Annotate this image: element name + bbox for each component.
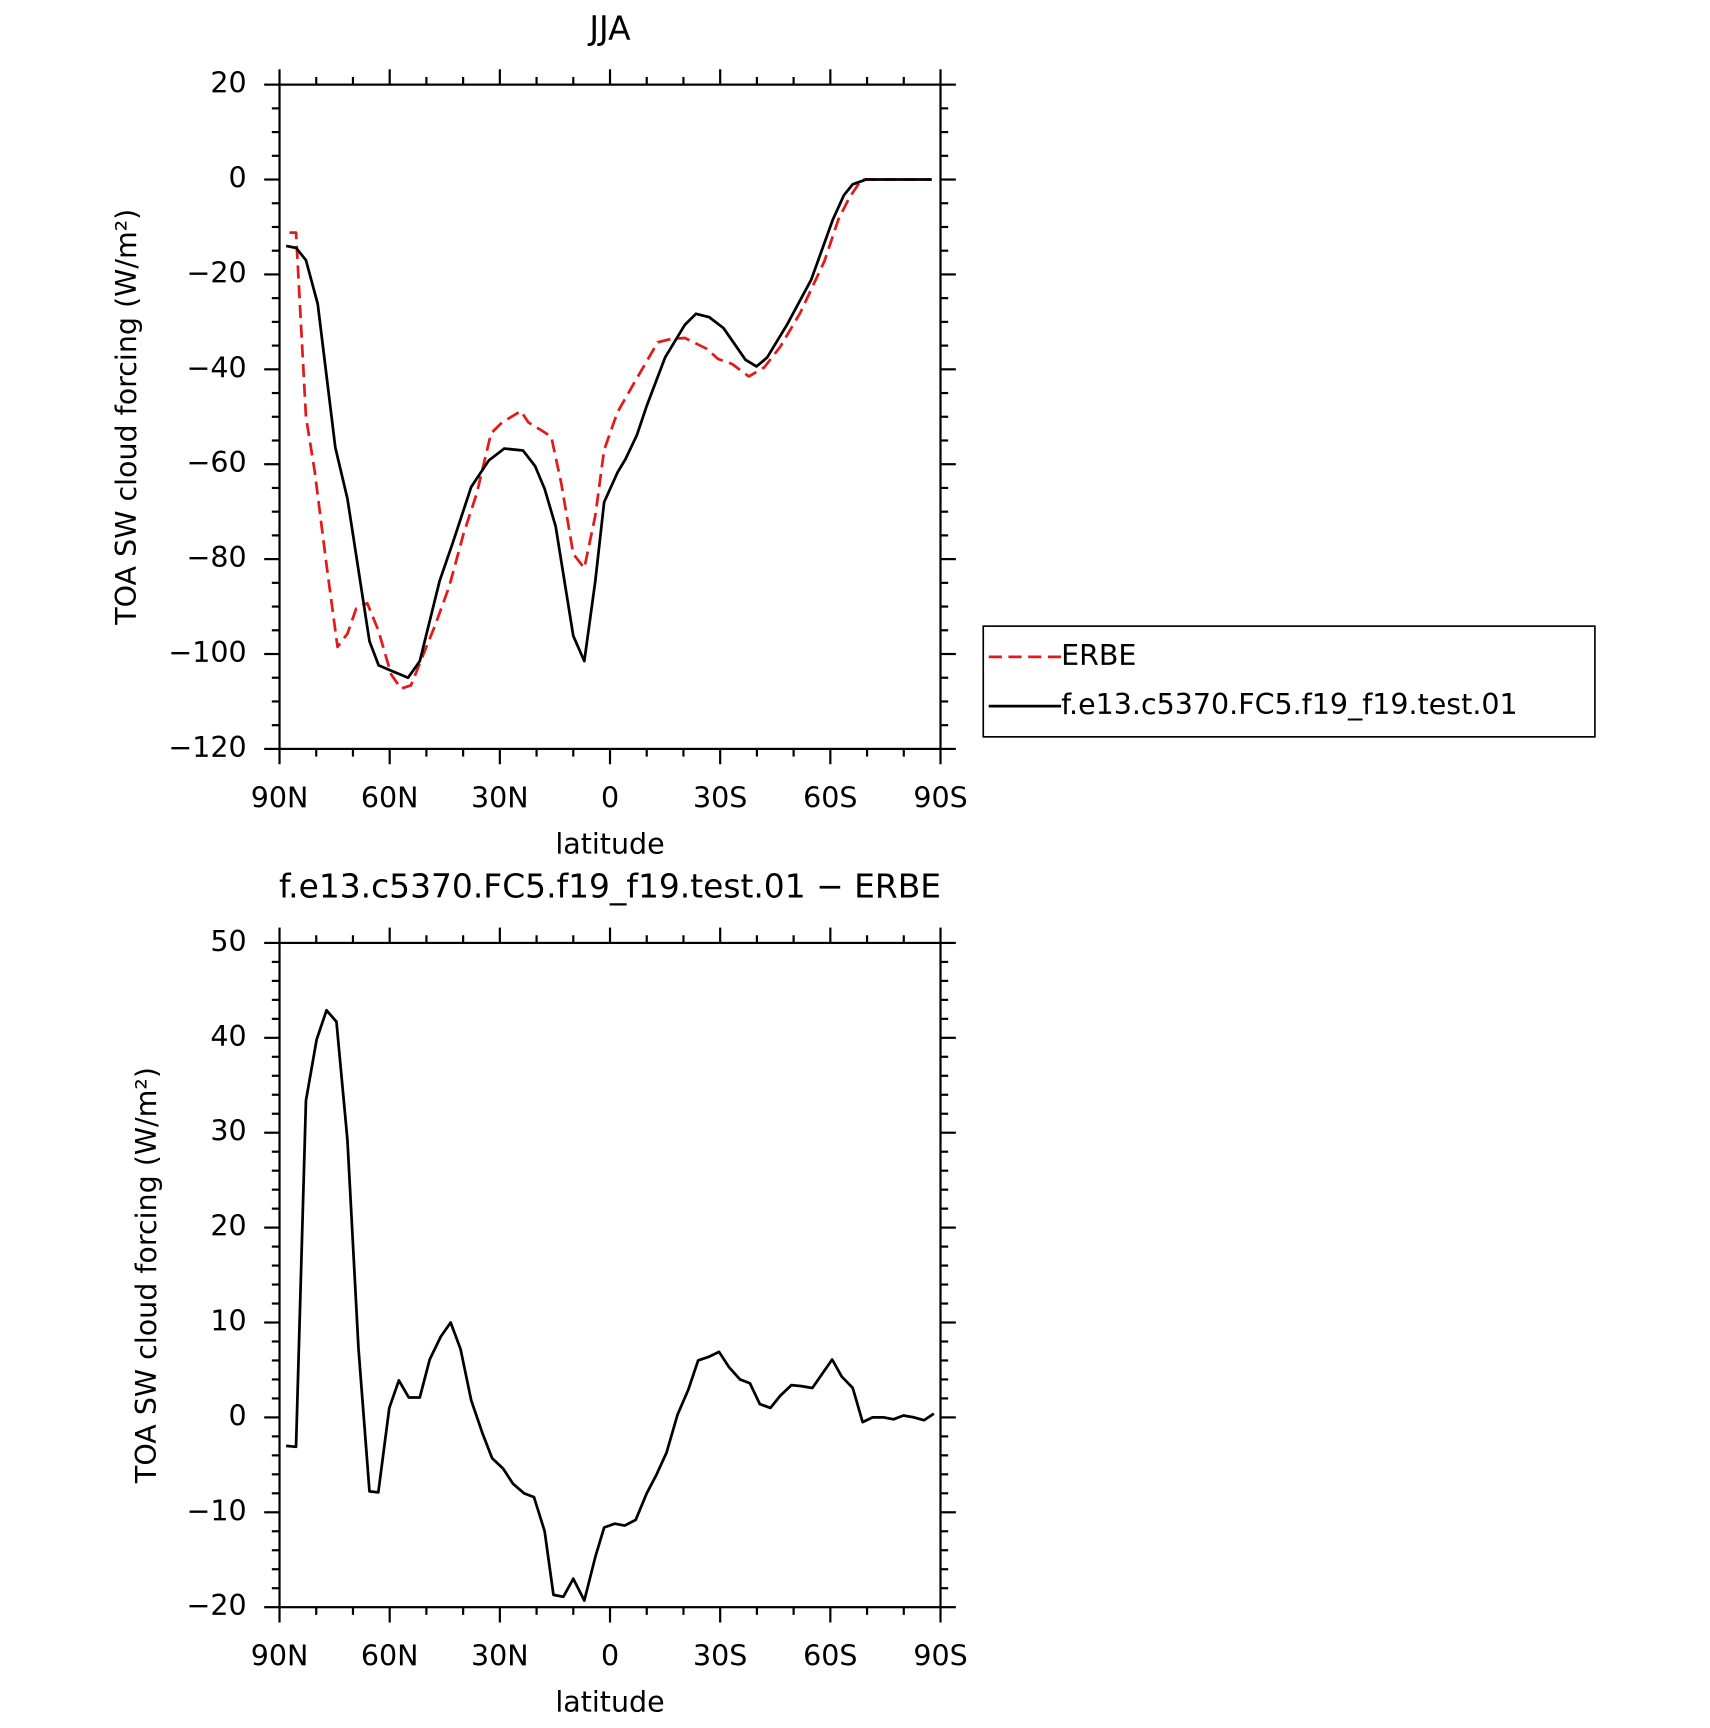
y-tick-label: 50 bbox=[210, 925, 246, 958]
x-tick-label: 60S bbox=[803, 1640, 857, 1673]
x-tick-label: 90S bbox=[913, 781, 967, 814]
y-tick-label: 40 bbox=[210, 1020, 246, 1053]
y-tick-label: 20 bbox=[210, 67, 246, 100]
data-line bbox=[289, 178, 932, 691]
x-tick-label: 30S bbox=[693, 1640, 747, 1673]
y-tick-label: −10 bbox=[186, 1494, 246, 1527]
y-tick-label: 30 bbox=[210, 1115, 246, 1148]
y-tick-label: −100 bbox=[168, 636, 246, 669]
y-tick-label: −120 bbox=[168, 731, 246, 764]
x-tick-label: 90N bbox=[251, 781, 309, 814]
y-tick-label: −20 bbox=[186, 1589, 246, 1622]
x-axis-label: latitude bbox=[555, 1686, 664, 1719]
y-axis-label: TOA SW cloud forcing (W/m²) bbox=[130, 1067, 163, 1484]
x-tick-label: 90N bbox=[251, 1640, 309, 1673]
chart-title: f.e13.c5370.FC5.f19_f19.test.01 − ERBE bbox=[279, 867, 941, 906]
x-tick-label: 30N bbox=[471, 781, 529, 814]
x-tick-label: 90S bbox=[913, 1640, 967, 1673]
x-tick-label: 30N bbox=[471, 1640, 529, 1673]
legend-label: ERBE bbox=[1061, 639, 1136, 672]
plot-frame bbox=[278, 83, 942, 751]
x-tick-label: 60N bbox=[361, 781, 419, 814]
x-tick-label: 30S bbox=[693, 781, 747, 814]
x-tick-label: 0 bbox=[601, 1640, 619, 1673]
y-tick-label: 20 bbox=[210, 1210, 246, 1243]
x-tick-label: 0 bbox=[601, 781, 619, 814]
y-tick-label: −80 bbox=[186, 541, 246, 574]
y-tick-label: 0 bbox=[228, 162, 246, 195]
plot-frame bbox=[278, 941, 942, 1609]
x-tick-label: 60S bbox=[803, 781, 857, 814]
data-line bbox=[285, 1008, 935, 1602]
y-tick-label: −20 bbox=[186, 256, 246, 289]
x-axis-label: latitude bbox=[555, 827, 664, 860]
x-tick-label: 60N bbox=[361, 1640, 419, 1673]
legend-box bbox=[982, 625, 1596, 738]
y-tick-label: −40 bbox=[186, 351, 246, 384]
y-tick-label: 0 bbox=[228, 1399, 246, 1432]
chart-title: JJA bbox=[587, 8, 631, 47]
y-axis-label: TOA SW cloud forcing (W/m²) bbox=[110, 209, 143, 626]
y-tick-label: −60 bbox=[186, 446, 246, 479]
y-tick-label: 10 bbox=[210, 1305, 246, 1338]
data-line bbox=[285, 178, 932, 680]
legend-label: f.e13.c5370.FC5.f19_f19.test.01 bbox=[1061, 688, 1518, 721]
